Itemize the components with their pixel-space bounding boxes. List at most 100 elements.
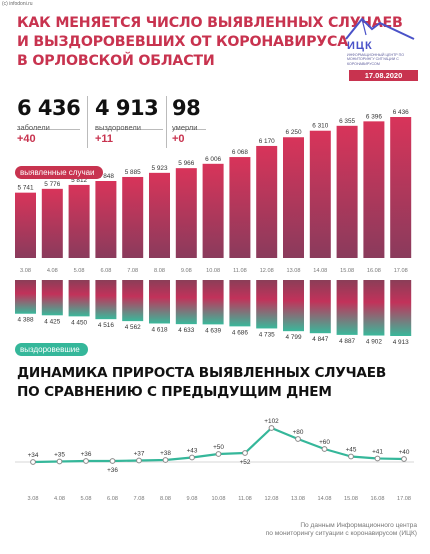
- date-tick-label: 3.08: [20, 268, 31, 274]
- source-line: по мониторингу ситуации с коронавирусом …: [265, 530, 417, 537]
- increase-value-label: +80: [293, 429, 304, 436]
- confirmed-value-label: 5 812: [71, 177, 87, 184]
- confirmed-value-label: 5 741: [18, 185, 34, 192]
- recovered-value-label: 4 425: [44, 318, 60, 325]
- recovered-value-label: 4 799: [286, 334, 302, 341]
- date-tick-label: 13.08: [287, 268, 301, 274]
- recovered-value-label: 4 633: [178, 327, 194, 334]
- recovered-value-label: 4 913: [393, 339, 409, 346]
- confirmed-value-label: 6 436: [393, 109, 409, 116]
- confirmed-series-label: выявленные случаи: [15, 166, 103, 179]
- recovered-bar: [390, 280, 412, 336]
- title-line: КАК МЕНЯЕТСЯ ЧИСЛО ВЫЯВЛЕННЫХ СЛУЧАЕВ: [17, 15, 403, 31]
- deaths-delta: +0: [172, 133, 185, 145]
- confirmed-bar: [202, 163, 224, 258]
- recovered-bar: [15, 280, 36, 314]
- increase-value-label: +36: [107, 467, 118, 474]
- confirmed-bar: [68, 184, 90, 258]
- recovered-bar: [256, 280, 278, 329]
- date-tick-label: 14.08: [313, 268, 327, 274]
- confirmed-value-label: 6 068: [232, 149, 248, 156]
- section-title-line: ПО СРАВНЕНИЮ С ПРЕДЫДУЩИМ ДНЕМ: [17, 384, 332, 400]
- increase-point: [295, 436, 301, 442]
- confirmed-bar: [122, 176, 144, 258]
- recovered-delta: +11: [95, 133, 114, 145]
- date-tick-label: 5.08: [74, 268, 85, 274]
- increase-point: [136, 457, 142, 464]
- recovered-value-label: 4 562: [125, 324, 141, 331]
- confirmed-label: заболели: [17, 123, 50, 132]
- logo-mountain-icon: [345, 17, 415, 40]
- date-badge: 17.08.2020: [349, 70, 418, 81]
- logo-name: ИЦК: [347, 40, 373, 52]
- increase-point: [30, 459, 36, 465]
- recovered-value-label: 4 639: [205, 327, 221, 334]
- logo-subtitle: ИНФОРМАЦИОННЫЙ ЦЕНТР ПО МОНИТОРИНГУ СИТУ…: [347, 53, 405, 66]
- increase-value-label: +34: [28, 452, 39, 459]
- increase-point: [242, 450, 248, 456]
- confirmed-bar: [336, 125, 358, 258]
- confirmed-bar: [256, 145, 278, 258]
- date-tick-label: 16.08: [371, 496, 385, 502]
- increase-value-label: +35: [54, 452, 65, 459]
- date-tick-label: 16.08: [367, 268, 381, 274]
- date-tick-label: 4.08: [47, 268, 58, 274]
- divider: [166, 96, 167, 148]
- confirmed-value-label: 5 923: [152, 165, 168, 172]
- date-tick-label: 15.08: [340, 268, 354, 274]
- increase-point: [268, 425, 275, 431]
- date-tick-label: 15.08: [344, 496, 358, 502]
- divider: [17, 129, 80, 130]
- date-tick-label: 8.08: [154, 268, 165, 274]
- recovered-label: выздоровели: [95, 123, 141, 132]
- confirmed-total: 6 436: [17, 96, 81, 120]
- recovered-bar: [175, 280, 197, 325]
- copyright: (c) infodoni.ru: [2, 1, 33, 7]
- recovered-bar: [202, 280, 224, 325]
- confirmed-value-label: 6 006: [205, 156, 221, 163]
- recovered-bar: [68, 280, 90, 317]
- increase-point: [348, 453, 354, 460]
- confirmed-bar: [390, 117, 412, 258]
- recovered-value-label: 4 450: [71, 319, 87, 326]
- date-tick-label: 6.08: [100, 268, 111, 274]
- recovered-bar: [229, 280, 251, 327]
- recovered-bar: [283, 280, 304, 332]
- recovered-value-label: 4 516: [98, 322, 114, 329]
- recovered-bar: [95, 280, 117, 320]
- date-tick-label: 4.08: [54, 496, 65, 502]
- date-tick-label: 12.08: [260, 268, 274, 274]
- recovered-value-label: 4 686: [232, 329, 248, 336]
- confirmed-value-label: 5 885: [125, 169, 141, 176]
- date-tick-label: 5.08: [81, 496, 92, 502]
- deaths-total: 98: [172, 96, 201, 120]
- increase-value-label: +41: [372, 449, 383, 456]
- confirmed-value-label: 5 776: [44, 181, 60, 188]
- recovered-value-label: 4 847: [312, 336, 328, 343]
- source-note: По данным Информационного центра по мони…: [266, 522, 417, 538]
- increase-value-label: +45: [346, 447, 357, 454]
- increase-point: [401, 456, 407, 462]
- increase-point: [374, 455, 381, 462]
- confirmed-value-label: 6 250: [286, 129, 302, 136]
- divider: [172, 129, 206, 130]
- increase-value-label: +37: [134, 451, 145, 458]
- divider: [95, 129, 163, 130]
- increase-point: [189, 454, 195, 461]
- recovered-series-label: выздоровевшие: [15, 343, 88, 356]
- recovered-total: 4 913: [95, 96, 159, 120]
- section-title-line: ДИНАМИКА ПРИРОСТА ВЫЯВЛЕННЫХ СЛУЧАЕВ: [17, 365, 386, 381]
- increase-point: [83, 458, 89, 464]
- date-tick-label: 7.08: [134, 496, 145, 502]
- date-tick-label: 11.08: [238, 496, 252, 502]
- confirmed-bar: [283, 137, 304, 258]
- recovered-value-label: 4 887: [339, 338, 355, 345]
- recovered-bar: [122, 280, 144, 322]
- date-tick-label: 10.08: [212, 496, 226, 502]
- confirmed-value-label: 6 170: [259, 138, 275, 145]
- confirmed-bar: [15, 192, 36, 258]
- increase-value-label: +102: [264, 418, 279, 425]
- confirmed-bar: [363, 121, 385, 258]
- date-tick-label: 13.08: [291, 496, 305, 502]
